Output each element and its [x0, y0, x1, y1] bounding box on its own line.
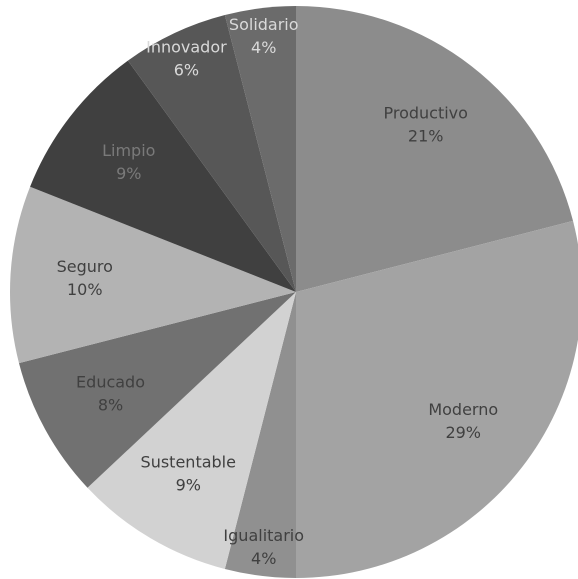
pie-slice	[9, 186, 296, 364]
slice-label: Moderno	[428, 400, 498, 419]
slice-label: Solidario	[229, 15, 299, 34]
pie-slice	[224, 6, 296, 292]
slice-value-label: 4%	[251, 38, 276, 57]
pie-slice	[18, 292, 296, 488]
slice-label: Productivo	[383, 103, 467, 122]
slice-value-label: 9%	[176, 476, 201, 495]
slice-label: Igualitario	[223, 526, 304, 545]
pie-slice	[296, 6, 574, 292]
slice-label: Educado	[76, 372, 145, 391]
pie-slice	[296, 220, 578, 578]
pie-slice	[127, 14, 296, 292]
slice-value-label: 9%	[116, 164, 141, 183]
slice-label: Innovador	[146, 38, 227, 57]
slice-label: Limpio	[102, 141, 155, 160]
pie-slice	[30, 60, 297, 292]
slice-value-label: 29%	[445, 423, 481, 442]
slice-label: Seguro	[57, 257, 113, 276]
pie-slice	[224, 292, 296, 578]
slice-label: Sustentable	[141, 453, 236, 472]
slice-value-label: 4%	[251, 549, 276, 568]
slice-value-label: 6%	[174, 61, 199, 80]
pie-slice	[87, 292, 296, 570]
slice-value-label: 21%	[408, 126, 444, 145]
slice-value-label: 10%	[67, 280, 103, 299]
slice-value-label: 8%	[98, 395, 123, 414]
